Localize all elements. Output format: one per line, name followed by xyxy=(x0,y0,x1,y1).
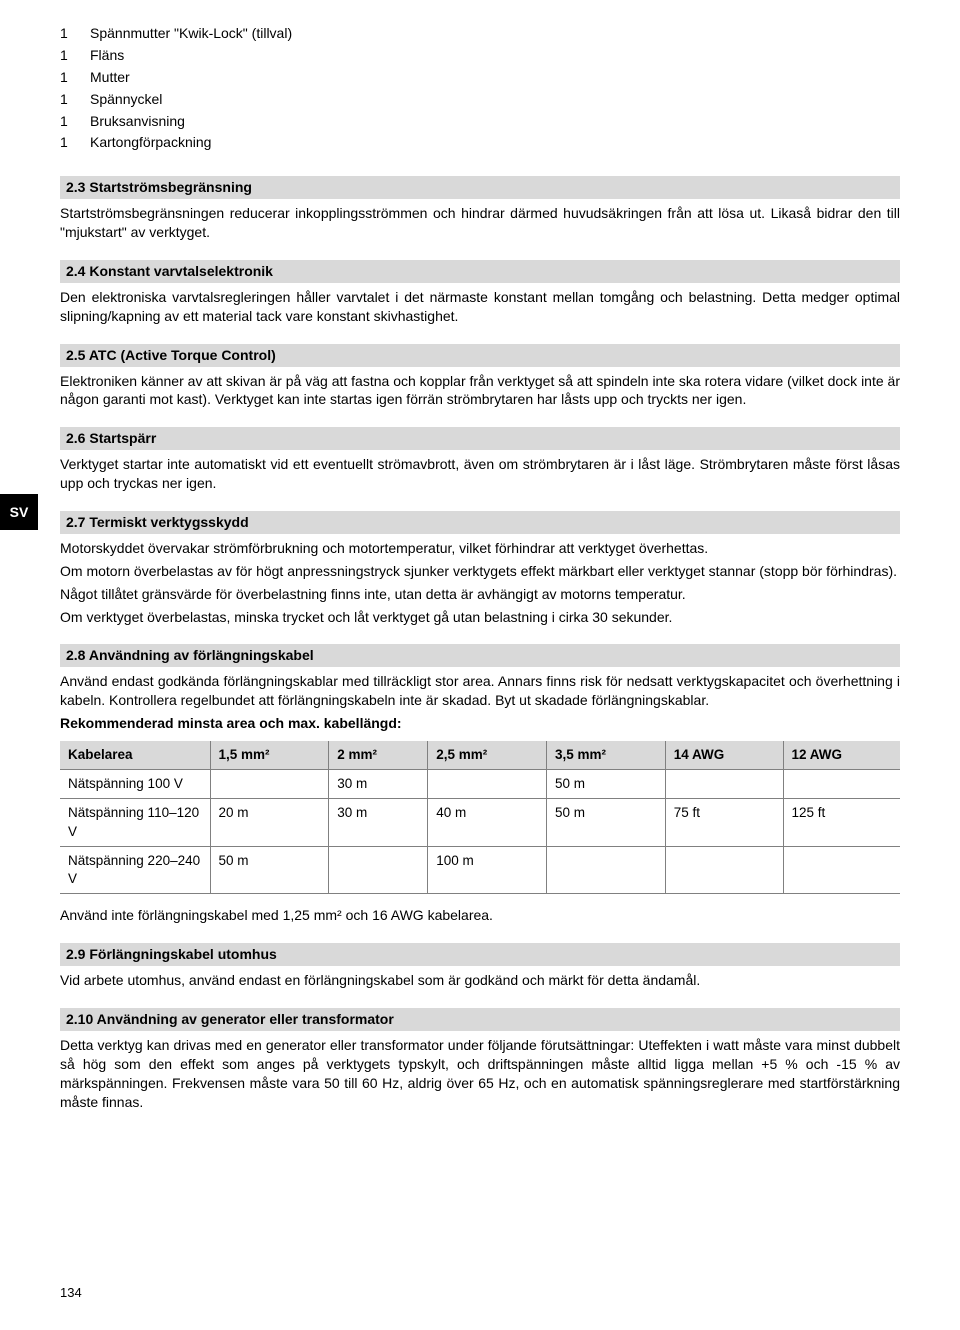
section-2-7-heading: 2.7 Termiskt verktygsskydd xyxy=(60,511,900,534)
section-2-6-body: Verktyget startar inte automatiskt vid e… xyxy=(60,455,900,493)
cable-table-cell xyxy=(546,846,665,893)
section-2-4-body: Den elektroniska varvtalsregleringen hål… xyxy=(60,288,900,326)
cable-table-cell xyxy=(665,770,783,799)
cable-table-cell: Nätspänning 100 V xyxy=(60,770,210,799)
cable-table-row: Nätspänning 100 V 30 m 50 m xyxy=(60,770,900,799)
section-2-3-body: Startströmsbegränsningen reducerar inkop… xyxy=(60,204,900,242)
section-2-3-heading: 2.3 Startströmsbegränsning xyxy=(60,176,900,199)
cable-table-cell: 20 m xyxy=(210,799,329,846)
section-2-7-body-4: Om verktyget överbelastas, minska trycke… xyxy=(60,608,900,627)
parts-qty: 1 xyxy=(60,90,90,109)
cable-table-cell: 75 ft xyxy=(665,799,783,846)
parts-qty: 1 xyxy=(60,68,90,87)
section-2-7-body-1: Motorskyddet övervakar strömförbrukning … xyxy=(60,539,900,558)
cable-table-header: 2 mm² xyxy=(329,741,428,770)
page-number: 134 xyxy=(60,1284,82,1302)
cable-table-cell: 50 m xyxy=(546,770,665,799)
section-2-7-body-2: Om motorn överbelastas av för högt anpre… xyxy=(60,562,900,581)
cable-table-cell: 50 m xyxy=(546,799,665,846)
section-2-8-body: Använd endast godkända förlängningskabla… xyxy=(60,672,900,710)
parts-list: 1Spännmutter "Kwik-Lock" (tillval)1Fläns… xyxy=(60,24,900,152)
parts-qty: 1 xyxy=(60,133,90,152)
cable-table-header: Kabelarea xyxy=(60,741,210,770)
parts-qty: 1 xyxy=(60,112,90,131)
section-2-7-body-3: Något tillåtet gränsvärde för överbelast… xyxy=(60,585,900,604)
parts-row: 1Bruksanvisning xyxy=(60,112,900,131)
parts-row: 1Spännyckel xyxy=(60,90,900,109)
section-2-10-body: Detta verktyg kan drivas med en generato… xyxy=(60,1036,900,1112)
parts-row: 1Fläns xyxy=(60,46,900,65)
parts-qty: 1 xyxy=(60,24,90,43)
parts-qty: 1 xyxy=(60,46,90,65)
cable-table-row: Nätspänning 220–240 V50 m 100 m xyxy=(60,846,900,893)
parts-name: Kartongförpackning xyxy=(90,133,900,152)
cable-table-cell xyxy=(329,846,428,893)
parts-name: Spännmutter "Kwik-Lock" (tillval) xyxy=(90,24,900,43)
cable-table-cell xyxy=(783,846,900,893)
cable-rec-label: Rekommenderad minsta area och max. kabel… xyxy=(60,714,900,733)
cable-table-cell: 30 m xyxy=(329,799,428,846)
language-tab: SV xyxy=(0,494,38,530)
parts-row: 1Spännmutter "Kwik-Lock" (tillval) xyxy=(60,24,900,43)
cable-table-cell: 125 ft xyxy=(783,799,900,846)
section-2-8-heading: 2.8 Användning av förlängningskabel xyxy=(60,644,900,667)
section-2-10-heading: 2.10 Användning av generator eller trans… xyxy=(60,1008,900,1031)
cable-table-cell: 100 m xyxy=(428,846,547,893)
cable-table-header: 2,5 mm² xyxy=(428,741,547,770)
section-2-5-body: Elektroniken känner av att skivan är på … xyxy=(60,372,900,410)
parts-name: Bruksanvisning xyxy=(90,112,900,131)
cable-table-cell: Nätspänning 220–240 V xyxy=(60,846,210,893)
cable-table-header: 12 AWG xyxy=(783,741,900,770)
parts-name: Spännyckel xyxy=(90,90,900,109)
section-2-9-heading: 2.9 Förlängningskabel utomhus xyxy=(60,943,900,966)
section-2-8-footer: Använd inte förlängningskabel med 1,25 m… xyxy=(60,906,900,925)
cable-table-cell xyxy=(783,770,900,799)
cable-table-cell xyxy=(210,770,329,799)
cable-table-header: 3,5 mm² xyxy=(546,741,665,770)
section-2-5-heading: 2.5 ATC (Active Torque Control) xyxy=(60,344,900,367)
section-2-4-heading: 2.4 Konstant varvtalselektronik xyxy=(60,260,900,283)
cable-table-header: 14 AWG xyxy=(665,741,783,770)
cable-table-cell xyxy=(428,770,547,799)
parts-name: Fläns xyxy=(90,46,900,65)
section-2-9-body: Vid arbete utomhus, använd endast en för… xyxy=(60,971,900,990)
cable-table: Kabelarea1,5 mm²2 mm²2,5 mm²3,5 mm²14 AW… xyxy=(60,741,900,894)
cable-table-row: Nätspänning 110–120 V20 m30 m40 m50 m75 … xyxy=(60,799,900,846)
cable-table-cell: Nätspänning 110–120 V xyxy=(60,799,210,846)
parts-name: Mutter xyxy=(90,68,900,87)
cable-table-header: 1,5 mm² xyxy=(210,741,329,770)
cable-table-cell: 50 m xyxy=(210,846,329,893)
cable-table-cell xyxy=(665,846,783,893)
cable-table-cell: 30 m xyxy=(329,770,428,799)
page-container: SV 1Spännmutter "Kwik-Lock" (tillval)1Fl… xyxy=(0,0,960,1330)
cable-table-cell: 40 m xyxy=(428,799,547,846)
section-2-6-heading: 2.6 Startspärr xyxy=(60,427,900,450)
parts-row: 1Kartongförpackning xyxy=(60,133,900,152)
parts-row: 1Mutter xyxy=(60,68,900,87)
